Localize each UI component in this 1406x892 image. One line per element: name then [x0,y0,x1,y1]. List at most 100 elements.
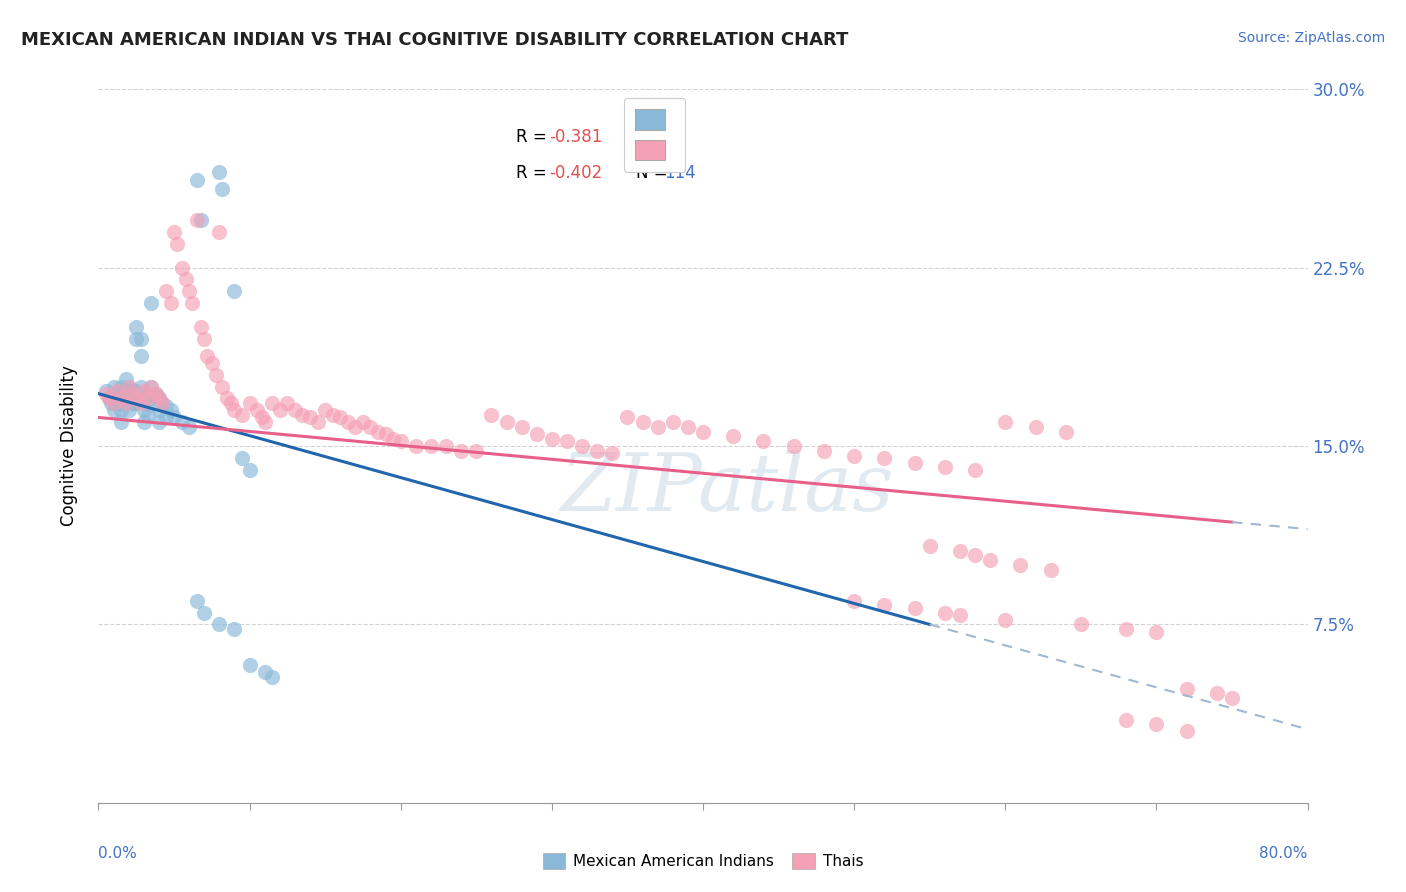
Point [631,415,654,429]
Point [114,384,136,399]
Point [1175,681,1198,696]
Point [1070,617,1092,632]
Point [307,415,329,429]
Point [166,236,188,251]
Point [125,384,148,399]
Point [141,379,163,393]
Point [844,449,866,463]
Point [904,600,927,615]
Point [231,408,253,422]
Point [105,384,128,399]
Point [105,386,128,401]
Point [389,434,412,449]
Point [179,285,201,299]
Point [284,403,307,417]
Point [174,272,197,286]
Point [904,456,927,470]
Point [586,443,609,458]
Point [114,396,136,410]
Point [170,260,193,275]
Point [322,408,344,422]
Point [510,420,533,434]
Point [752,434,775,449]
Point [181,296,204,310]
Point [103,396,125,410]
Point [193,332,215,346]
Point [110,403,132,417]
Point [526,427,548,442]
Point [405,439,427,453]
Point [1054,425,1077,439]
Point [94,384,117,399]
Point [934,460,956,475]
Point [98,392,121,406]
Point [352,415,374,429]
Point [103,379,125,393]
Point [1115,713,1137,727]
Point [155,399,177,413]
Point [129,332,152,346]
Point [994,415,1017,429]
Point [571,439,593,453]
Point [98,392,121,406]
Text: 0.0%: 0.0% [98,846,138,861]
Point [148,392,170,406]
Point [150,396,173,410]
Point [239,463,262,477]
Point [676,420,699,434]
Point [195,349,218,363]
Point [224,622,246,636]
Point [262,396,284,410]
Point [118,379,141,393]
Point [135,396,157,410]
Point [540,432,562,446]
Legend: , : , [624,97,686,171]
Point [555,434,578,449]
Point [136,408,159,422]
Point [129,379,152,393]
Point [160,296,183,310]
Text: N =: N = [637,128,673,146]
Point [155,285,177,299]
Point [647,420,669,434]
Point [465,443,488,458]
Text: -0.402: -0.402 [550,164,603,182]
Point [190,320,212,334]
Point [132,392,155,406]
Point [148,403,170,417]
Point [208,617,231,632]
Point [873,450,896,465]
Point [481,408,503,422]
Text: R =: R = [516,128,551,146]
Point [110,415,132,429]
Point [163,410,186,425]
Point [276,396,298,410]
Point [1039,563,1062,577]
Point [145,386,167,401]
Point [208,165,231,179]
Point [329,410,352,425]
Point [965,463,987,477]
Point [692,425,714,439]
Point [434,439,457,453]
Point [299,410,322,425]
Point [873,599,896,613]
Point [110,392,132,406]
Point [211,182,233,196]
Point [420,439,443,453]
Point [110,379,132,393]
Point [125,392,148,406]
Point [231,450,253,465]
Point [114,372,136,386]
Point [132,415,155,429]
Point [148,392,170,406]
Legend: Mexican American Indians, Thais: Mexican American Indians, Thais [537,847,869,875]
Point [246,403,269,417]
Point [193,606,215,620]
Point [979,553,1001,567]
Point [186,172,208,186]
Point [616,410,638,425]
Point [121,386,143,401]
Point [1010,558,1032,572]
Point [122,396,145,410]
